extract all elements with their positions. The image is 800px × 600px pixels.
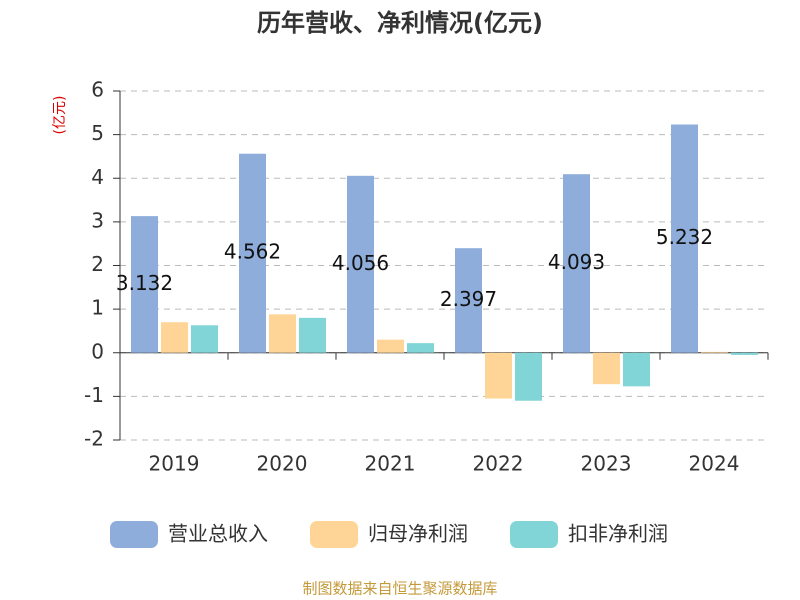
chart-title: 历年营收、净利情况(亿元): [257, 9, 543, 37]
y-tick-label: 4: [91, 165, 104, 189]
bar: [623, 352, 650, 387]
bar: [407, 343, 434, 353]
bar: [485, 352, 512, 399]
y-axis-label: (亿元): [52, 96, 68, 135]
bar: [455, 248, 482, 353]
bar: [671, 124, 698, 353]
data-label: 2.397: [440, 287, 497, 311]
bar: [731, 352, 758, 355]
data-label: 4.562: [224, 240, 281, 264]
bar: [377, 339, 404, 353]
bar: [191, 325, 218, 353]
data-label: 4.056: [332, 251, 389, 275]
legend-label: 营业总收入: [168, 522, 268, 546]
legend-swatch: [110, 521, 158, 548]
y-tick-label: 1: [91, 296, 104, 320]
bar: [701, 351, 728, 353]
x-tick-label: 2023: [581, 452, 632, 476]
y-tick-label: 2: [91, 252, 104, 276]
data-label: 4.093: [548, 250, 605, 274]
y-tick-label: -2: [84, 427, 104, 451]
y-tick-label: 0: [91, 339, 104, 363]
y-tick-label: 5: [91, 121, 104, 145]
legend-swatch: [310, 521, 358, 548]
bar: [239, 153, 266, 353]
x-tick-label: 2022: [473, 452, 524, 476]
bar: [269, 314, 296, 353]
legend-label: 归母净利润: [368, 522, 468, 546]
bar: [299, 317, 326, 353]
y-tick-label: 6: [91, 78, 104, 102]
bar: [515, 352, 542, 401]
legend-swatch: [510, 521, 558, 548]
x-tick-label: 2019: [149, 452, 200, 476]
y-tick-label: 3: [91, 208, 104, 232]
bar: [131, 216, 158, 353]
legend-label: 扣非净利润: [568, 522, 668, 546]
x-tick-label: 2021: [365, 452, 416, 476]
bar: [161, 322, 188, 353]
y-tick-label: -1: [84, 383, 104, 407]
bar: [347, 175, 374, 353]
bar: [593, 352, 620, 385]
data-label: 3.132: [116, 271, 173, 295]
x-tick-label: 2024: [689, 452, 740, 476]
x-tick-label: 2020: [257, 452, 308, 476]
data-label: 5.232: [656, 225, 713, 249]
bar: [563, 174, 590, 353]
source-note: 制图数据来自恒生聚源数据库: [302, 580, 497, 598]
